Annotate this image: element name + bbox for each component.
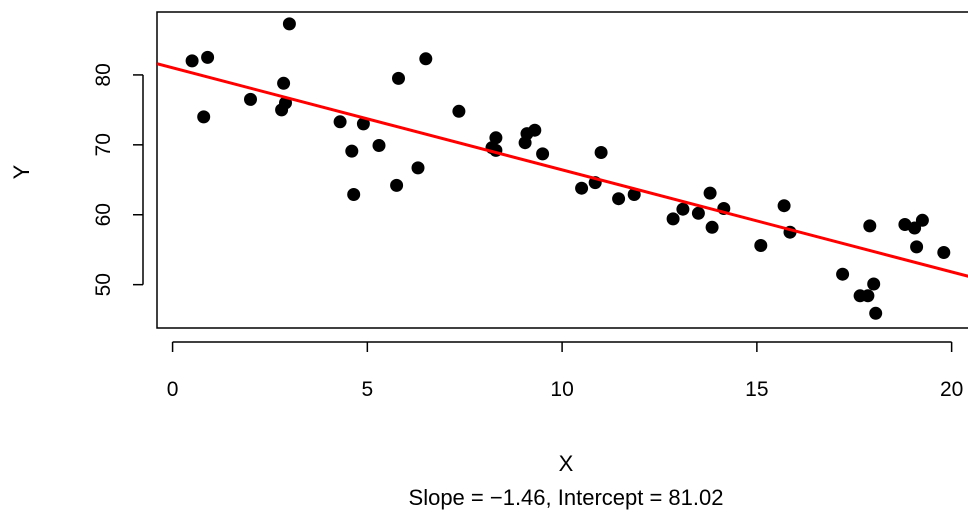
data-point [915,213,929,227]
regression-line [157,62,968,278]
data-point [666,212,680,226]
data-point [452,104,466,118]
x-tick-label: 15 [745,378,768,401]
data-point [867,277,881,291]
x-tick-label: 5 [361,378,373,401]
x-axis-title: X [559,451,574,476]
data-point [703,186,717,200]
data-point [528,123,542,137]
x-tick-label: 0 [167,378,179,401]
data-point [754,239,768,252]
data-point [869,306,883,320]
x-axis: 0 5 10 15 20 [167,341,963,401]
data-point [282,17,296,31]
data-point [861,289,875,303]
data-point [777,199,791,213]
data-point [201,50,215,64]
data-point [612,192,626,206]
data-point [691,206,705,220]
data-point [356,117,370,131]
y-axis: 50 60 70 80 [92,63,144,296]
data-point [347,188,361,201]
data-point [627,188,641,201]
data-point [910,240,924,254]
plot-frame [156,11,968,329]
y-tick-label: 70 [92,133,115,156]
data-point [705,220,719,234]
data-point [676,202,690,216]
data-point [536,147,550,161]
data-point [244,92,257,106]
x-tick-label: 10 [550,378,573,401]
y-axis-title: Y [9,164,34,179]
data-point [333,115,347,129]
data-point [277,76,291,90]
data-point [937,246,951,259]
data-point [863,219,877,233]
data-point [489,131,503,145]
data-point [419,52,433,66]
y-tick-label: 50 [92,273,115,296]
data-point [372,139,386,152]
data-point [392,71,405,85]
points-layer [185,17,951,320]
y-tick-label: 80 [92,63,115,86]
data-point [575,181,589,195]
data-point [836,267,850,281]
x-tick-label: 20 [940,378,963,401]
data-point [345,144,359,158]
data-point [185,54,199,68]
data-point [411,161,425,175]
y-tick-label: 60 [92,203,115,226]
chart-subtitle: Slope = −1.46, Intercept = 81.02 [409,485,724,510]
data-point [390,178,404,192]
data-point [594,146,608,159]
data-point [197,110,211,124]
